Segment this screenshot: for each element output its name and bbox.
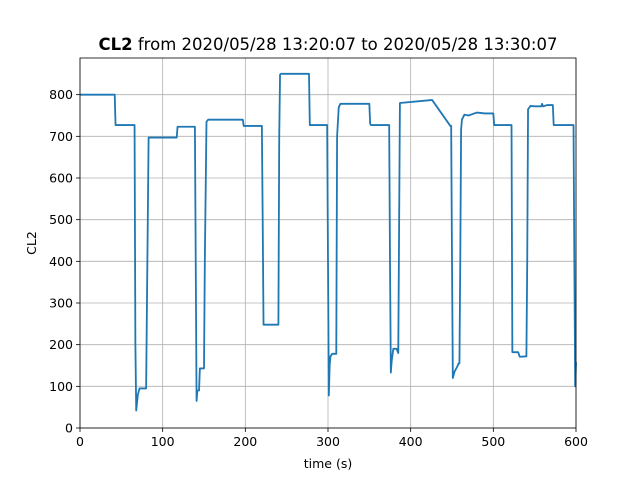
plot-area xyxy=(80,72,577,412)
y-axis-label: CL2 xyxy=(24,231,39,255)
y-tick-label: 500 xyxy=(49,212,73,227)
x-tick-label: 300 xyxy=(316,434,340,449)
y-tick-label: 100 xyxy=(49,379,73,394)
y-tick-label: 300 xyxy=(49,296,73,311)
x-tick-label: 500 xyxy=(481,434,505,449)
x-tick-label: 200 xyxy=(233,434,257,449)
y-tick-label: 800 xyxy=(49,87,73,102)
y-tick-label: 0 xyxy=(65,421,73,436)
x-tick-label: 600 xyxy=(564,434,588,449)
chart-title-rest: from 2020/05/28 13:20:07 to 2020/05/28 1… xyxy=(133,35,558,54)
x-axis-label: time (s) xyxy=(304,456,352,471)
y-tick-label: 400 xyxy=(49,254,73,269)
y-tick-label: 600 xyxy=(49,171,73,186)
y-tick-label: 200 xyxy=(49,337,73,352)
axes: 0 100 200 300 400 500 600 0 100 200 300 400 500 600 70… xyxy=(49,57,588,449)
x-tick-label: 400 xyxy=(399,434,423,449)
chart-title-bold: CL2 xyxy=(99,35,133,54)
series-line xyxy=(80,72,577,412)
x-tick-label: 100 xyxy=(151,434,175,449)
x-tick-label: 0 xyxy=(76,434,84,449)
y-tick-label: 700 xyxy=(49,129,73,144)
chart-title: CL2 from 2020/05/28 13:20:07 to 2020/05/… xyxy=(99,35,558,54)
